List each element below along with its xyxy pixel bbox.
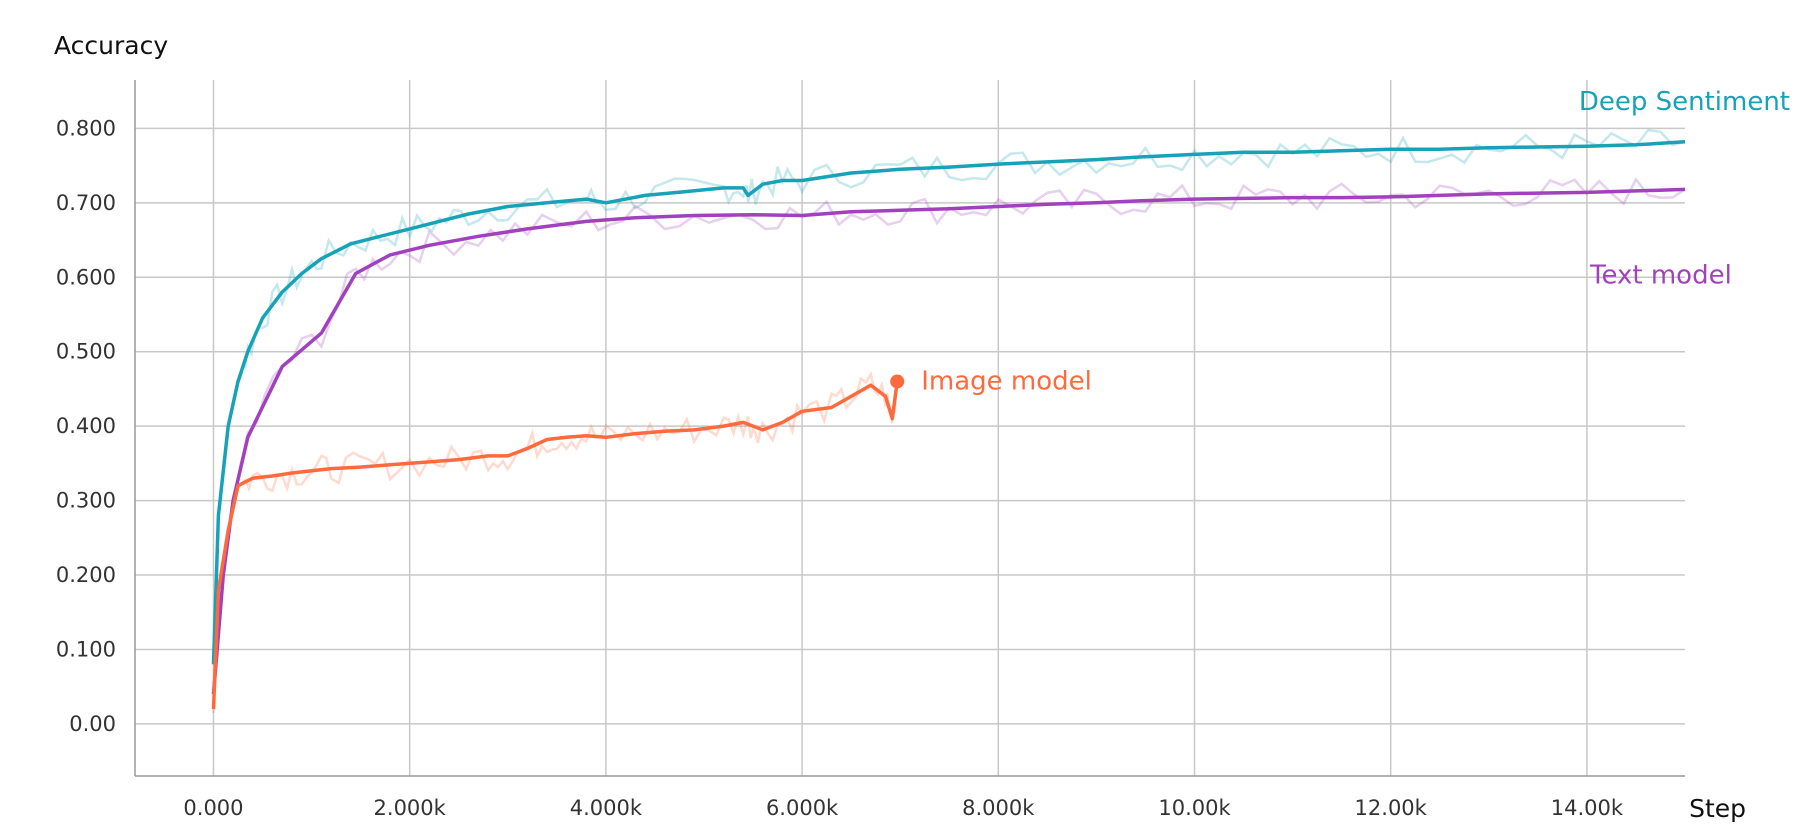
x-tick-label: 6.000k xyxy=(766,796,839,820)
x-tick-label: 2.000k xyxy=(374,796,447,820)
series-label-text-model: Text model xyxy=(1589,260,1732,290)
x-tick-label: 14.00k xyxy=(1551,796,1624,820)
grid xyxy=(135,80,1685,776)
y-tick-label: 0.00 xyxy=(69,712,116,736)
series-lines xyxy=(211,128,1686,714)
series-image-model xyxy=(211,371,905,714)
series-text-model xyxy=(211,177,1686,695)
y-tick-label: 0.100 xyxy=(56,637,116,661)
x-tick-label: 8.000k xyxy=(962,796,1035,820)
endpoint-marker-image-model[interactable] xyxy=(890,374,905,389)
y-tick-label: 0.800 xyxy=(56,116,116,140)
y-tick-label: 0.400 xyxy=(56,414,116,438)
line-text-model[interactable] xyxy=(211,187,1686,695)
series-deep-sentiment xyxy=(211,128,1686,665)
y-tick-label: 0.700 xyxy=(56,191,116,215)
y-tick-label: 0.300 xyxy=(56,489,116,513)
y-tick-label: 0.600 xyxy=(56,265,116,289)
series-label-image-model: Image model xyxy=(921,366,1092,396)
axes: 0.00 0.100 0.200 0.300 0.400 0.500 0.600 0.700 0… xyxy=(56,80,1685,820)
x-axis-title: Step xyxy=(1689,794,1746,823)
y-tick-label: 0.200 xyxy=(56,563,116,587)
x-tick-label: 4.000k xyxy=(570,796,643,820)
line-deep-sentiment[interactable] xyxy=(211,140,1686,665)
raw-line-image-model xyxy=(212,371,899,714)
y-axis-title: Accuracy xyxy=(54,31,168,60)
x-tick-label: 10.00k xyxy=(1158,796,1231,820)
line-image-model[interactable] xyxy=(211,381,899,710)
raw-line-text-model xyxy=(212,177,1686,695)
series-labels: Deep Sentiment Text model Image model xyxy=(921,87,1790,397)
x-tick-label: 12.00k xyxy=(1355,796,1428,820)
x-tick-label: 0.000 xyxy=(183,796,243,820)
series-label-deep-sentiment: Deep Sentiment xyxy=(1579,87,1790,117)
y-tick-label: 0.500 xyxy=(56,340,116,364)
